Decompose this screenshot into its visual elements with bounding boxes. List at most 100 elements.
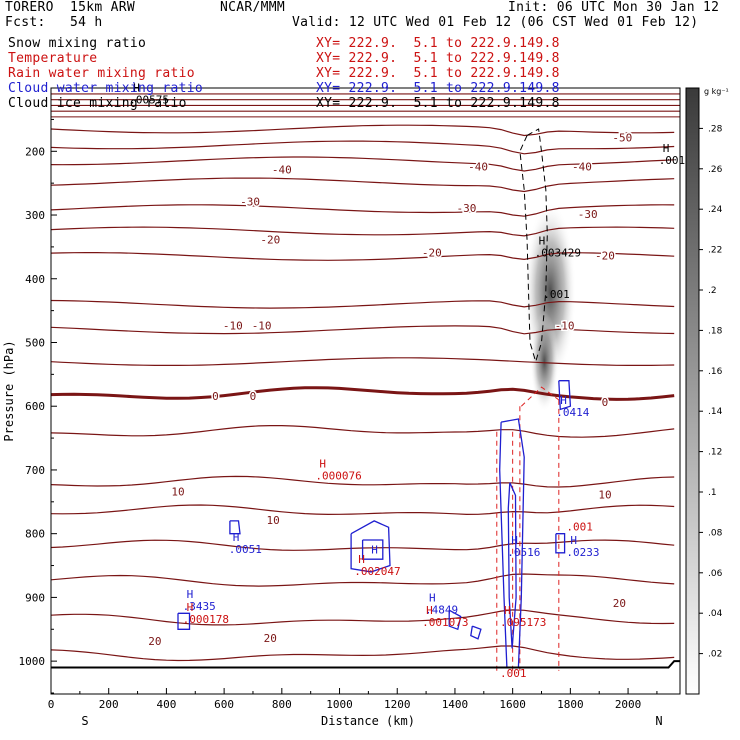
isotherm-line bbox=[51, 252, 675, 261]
extremum-value: .3435 bbox=[183, 600, 216, 613]
colorbar-tick-label: .22 bbox=[708, 246, 722, 256]
cloud-water-contour bbox=[229, 520, 241, 535]
y-tick-label: 300 bbox=[25, 209, 45, 222]
isotherm-line bbox=[51, 177, 675, 193]
y-tick-label: 1000 bbox=[19, 655, 46, 668]
legend-snow-label: Snow mixing ratio bbox=[8, 36, 147, 51]
rain-contour-top bbox=[520, 386, 560, 407]
colorbar-gradient bbox=[685, 87, 700, 695]
y-tick-label: 400 bbox=[25, 273, 45, 286]
legend-temperature-xy: XY= 222.9. 5.1 to 222.9.149.8 bbox=[316, 51, 560, 66]
colorbar-unit: g kg⁻¹ bbox=[704, 87, 729, 96]
extremum-value: .000076 bbox=[315, 470, 361, 483]
cloud-water-contour bbox=[470, 625, 482, 640]
isotherm-label: -30 bbox=[578, 208, 598, 221]
cloud-water-contour bbox=[448, 609, 462, 631]
isotherm-label: -20 bbox=[595, 250, 615, 263]
isotherm-label: -40 bbox=[272, 164, 292, 177]
colorbar-tick-label: .28 bbox=[708, 124, 723, 134]
isotherm-label: -10 bbox=[252, 320, 272, 333]
valid-time: Valid: 12 UTC Wed 01 Feb 12 (06 CST Wed … bbox=[292, 15, 699, 30]
y-tick-label: 700 bbox=[25, 464, 45, 477]
cloud-water-contour bbox=[555, 533, 566, 554]
isotherm-label: -50 bbox=[612, 132, 632, 145]
extremum-value: .001073 bbox=[422, 616, 468, 629]
extremum-mark: H bbox=[426, 604, 433, 617]
legend-temperature-label: Temperature bbox=[8, 51, 98, 66]
isotherm-line bbox=[51, 645, 675, 662]
y-tick-label: 800 bbox=[25, 528, 45, 541]
isotherm-label: 10 bbox=[267, 514, 280, 527]
extremum-mark: H bbox=[358, 553, 365, 566]
isotherm-label: 10 bbox=[598, 489, 611, 502]
legend-rain-xy: XY= 222.9. 5.1 to 222.9.149.8 bbox=[316, 66, 560, 81]
x-tick-label: 1000 bbox=[326, 698, 353, 711]
x-end-label-north: N bbox=[655, 714, 662, 728]
isotherm-line bbox=[51, 325, 675, 335]
isotherm-label: 10 bbox=[171, 485, 184, 498]
x-tick-label: 800 bbox=[272, 698, 292, 711]
extremum-value: .003429 bbox=[535, 246, 581, 259]
x-tick-label: 2000 bbox=[615, 698, 642, 711]
y-tick-label: 900 bbox=[25, 591, 45, 604]
axes: 0 200 400 600 800 1000 1200 1400 1600 1800 2000200… bbox=[19, 118, 658, 711]
isotherm-label: -40 bbox=[572, 160, 592, 173]
colorbar-tick-label: .08 bbox=[708, 528, 723, 538]
x-tick-label: 1200 bbox=[384, 698, 411, 711]
colorbar-tick-label: .14 bbox=[708, 407, 723, 417]
isotherm-label: 0 bbox=[212, 390, 219, 403]
colorbar-tick-label: .16 bbox=[708, 367, 723, 377]
extremum-value: .0414 bbox=[556, 406, 589, 419]
extremum-mark: H bbox=[570, 534, 577, 547]
terrain-line bbox=[51, 660, 680, 669]
isotherm-label: -20 bbox=[260, 234, 280, 247]
isotherm-label: 0 bbox=[602, 396, 609, 409]
extremum-value: .095173 bbox=[500, 616, 546, 629]
extremum-mark: H bbox=[429, 591, 436, 604]
plot-area bbox=[51, 93, 680, 671]
extremum-value: .0233 bbox=[566, 546, 599, 559]
y-tick-label: 600 bbox=[25, 400, 45, 413]
legend-cloudwater-label: Cloud water mixing ratio bbox=[8, 81, 204, 96]
colorbar-tick-label: .18 bbox=[708, 326, 723, 336]
legend-rain-label: Rain water mixing ratio bbox=[8, 66, 195, 81]
legend-cloudice-xy: XY= 222.9. 5.1 to 222.9.149.8 bbox=[316, 96, 560, 111]
isotherm-label: -40 bbox=[468, 160, 488, 173]
terrain-line bbox=[51, 660, 680, 669]
extremum-mark: H bbox=[319, 458, 326, 471]
extremum-mark: H bbox=[371, 544, 378, 557]
y-tick-label: 200 bbox=[25, 145, 45, 158]
isotherm-label: 20 bbox=[264, 632, 277, 645]
legend-snow-xy: XY= 222.9. 5.1 to 222.9.149.8 bbox=[316, 36, 560, 51]
snow-shading bbox=[524, 201, 577, 412]
center-name: NCAR/MMM bbox=[220, 0, 286, 15]
isotherm-line bbox=[51, 573, 675, 587]
extremum-mark: H bbox=[511, 534, 518, 547]
x-tick-label: 200 bbox=[99, 698, 119, 711]
y-tick-label: 500 bbox=[25, 336, 45, 349]
contour-labels: -50 -40 -40 -40 -30 -30 -30 -20 -20 -20 -10 -10 -10 0… bbox=[129, 81, 692, 680]
extremum-mark: H bbox=[539, 234, 546, 247]
isotherm-line bbox=[51, 475, 675, 488]
extremum-value: .0516 bbox=[507, 546, 540, 559]
x-tick-label: 400 bbox=[156, 698, 176, 711]
isotherm-label: -10 bbox=[555, 320, 575, 333]
x-tick-label: 1600 bbox=[499, 698, 526, 711]
isotherm-label: -30 bbox=[240, 195, 260, 208]
cloud-ice-contour bbox=[519, 128, 548, 364]
x-tick-label: 600 bbox=[214, 698, 234, 711]
cloud-water-contour bbox=[507, 482, 517, 649]
x-tick-label: 0 bbox=[48, 698, 55, 711]
extremum-mark: H bbox=[663, 142, 670, 155]
model-title: TORERO 15km ARW bbox=[5, 0, 136, 15]
extremum-mark: H bbox=[187, 601, 194, 614]
isotherm-line bbox=[51, 357, 675, 366]
x-tick-label: 1800 bbox=[557, 698, 584, 711]
forecast-hour: Fcst: 54 h bbox=[5, 15, 103, 30]
temperature-isotherms bbox=[51, 93, 680, 662]
extremum-value: .0014 bbox=[659, 154, 692, 167]
extremum-mark: H bbox=[560, 394, 567, 407]
isotherm-line bbox=[51, 504, 675, 516]
colorbar-tick-label: .12 bbox=[708, 448, 722, 458]
